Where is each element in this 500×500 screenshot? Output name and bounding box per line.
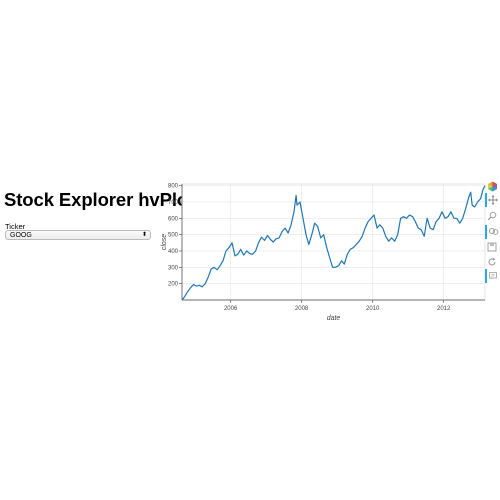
ticker-select-value: GOOG	[10, 232, 32, 239]
bokeh-logo-icon	[485, 179, 499, 193]
plot-canvas[interactable]: 200 300 400 500 600 700 800 2006 2008 2010 2012 dat…	[160, 176, 500, 326]
pan-tool-icon[interactable]	[485, 193, 499, 207]
select-arrows-icon: ⬍	[141, 232, 147, 238]
plot-toolbar	[485, 179, 499, 289]
ticker-select[interactable]: GOOG ⬍	[5, 230, 151, 240]
box-zoom-tool-icon[interactable]	[485, 209, 499, 223]
y-tick-label: 200	[168, 282, 179, 288]
x-tick-label: 2012	[437, 306, 451, 312]
ticker-label: Ticker	[5, 222, 26, 231]
x-tick-label: 2006	[224, 306, 238, 312]
y-tick-label: 500	[168, 233, 179, 239]
y-tick-label: 800	[168, 184, 179, 190]
hover-tool-icon[interactable]	[485, 269, 499, 283]
plot-frame	[181, 183, 486, 301]
y-tick-label: 400	[168, 249, 179, 255]
reset-tool-icon[interactable]	[485, 255, 499, 269]
y-tick-label: 600	[168, 216, 179, 222]
save-tool-icon[interactable]	[485, 240, 499, 254]
x-axis-label: date	[327, 315, 341, 322]
y-tick-label: 300	[168, 265, 179, 271]
wheel-zoom-tool-icon[interactable]	[485, 225, 499, 239]
close-price-line	[181, 185, 486, 301]
x-tick-label: 2008	[295, 306, 309, 312]
y-tick-label: 700	[168, 200, 179, 206]
stock-plot[interactable]: 200 300 400 500 600 700 800 2006 2008 2010 2012 dat…	[160, 176, 500, 326]
y-axis-label: close	[161, 234, 168, 250]
page-title: Stock Explorer hvPlot	[4, 189, 195, 210]
x-tick-label: 2010	[366, 306, 380, 312]
